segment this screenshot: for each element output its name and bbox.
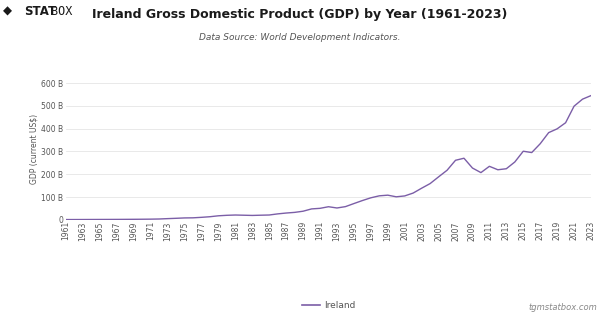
Text: BOX: BOX bbox=[51, 5, 73, 18]
Y-axis label: GDP (current US$): GDP (current US$) bbox=[29, 114, 38, 184]
Legend: Ireland: Ireland bbox=[298, 298, 359, 314]
Text: tgmstatbox.com: tgmstatbox.com bbox=[528, 303, 597, 312]
Text: STAT: STAT bbox=[24, 5, 56, 18]
Text: Ireland Gross Domestic Product (GDP) by Year (1961-2023): Ireland Gross Domestic Product (GDP) by … bbox=[92, 8, 508, 21]
Text: Data Source: World Development Indicators.: Data Source: World Development Indicator… bbox=[199, 33, 401, 42]
Text: ◆: ◆ bbox=[3, 5, 12, 18]
